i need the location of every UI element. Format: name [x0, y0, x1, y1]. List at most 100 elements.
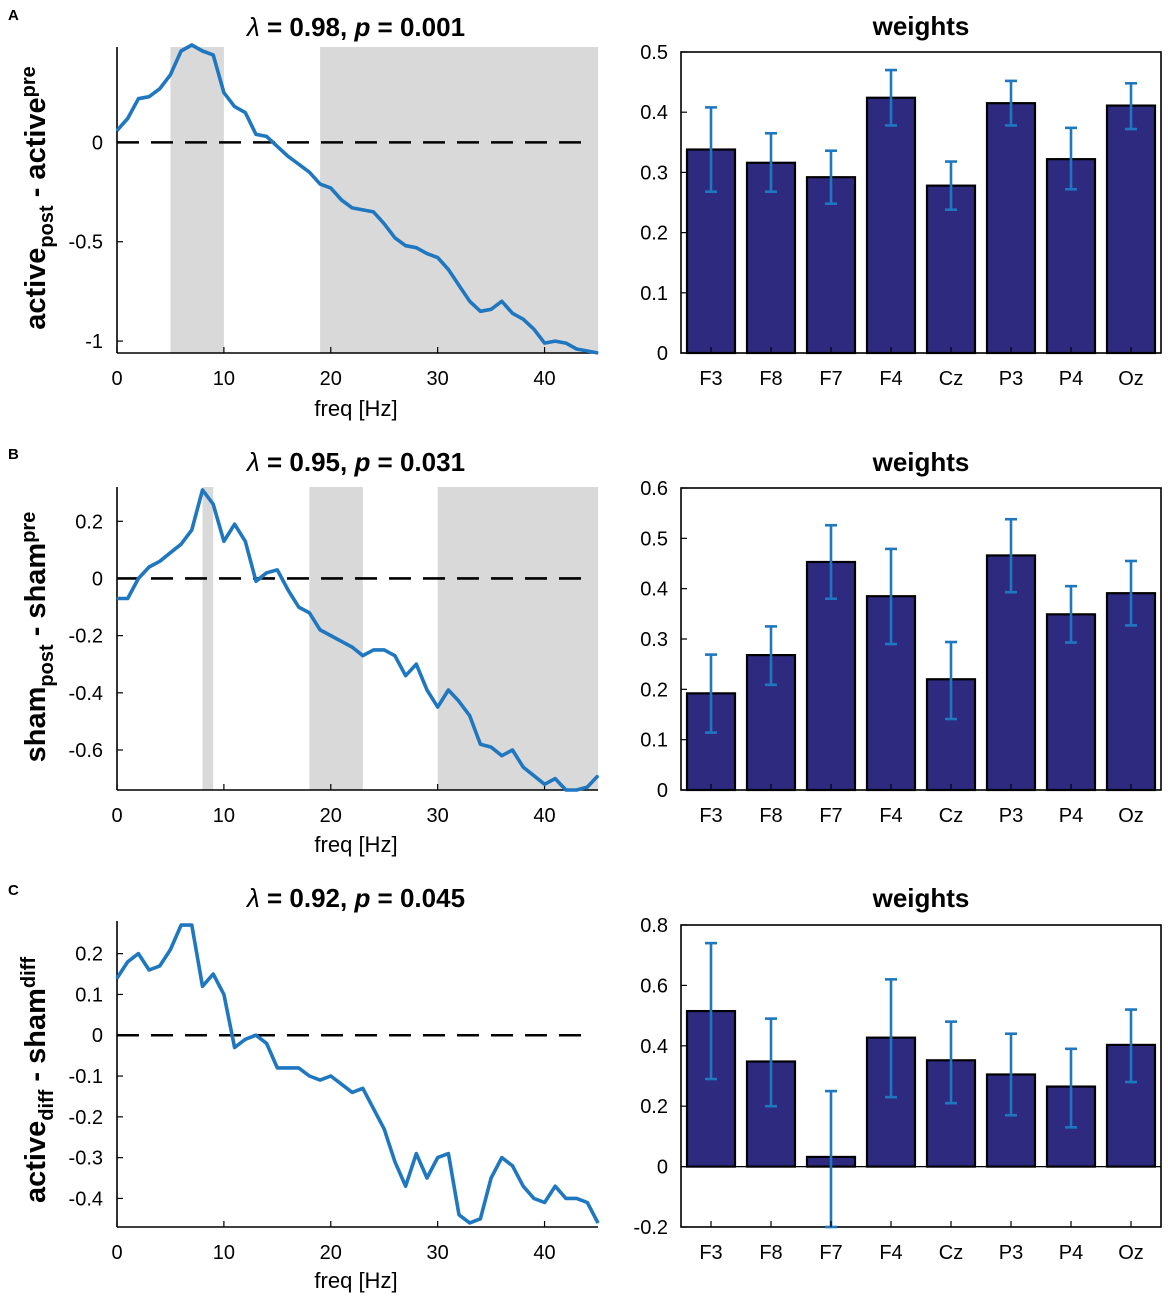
- line-chart-b-title: λ = 0.95, p = 0.031: [245, 447, 465, 477]
- data-point: [565, 789, 567, 791]
- x-tick-label: 0: [111, 368, 122, 390]
- y-tick-label: -0.4: [69, 683, 103, 705]
- x-tick-label: F4: [879, 1242, 902, 1264]
- data-point: [127, 961, 129, 963]
- series-line: [117, 488, 600, 792]
- data-point: [159, 88, 161, 90]
- data-point: [340, 1083, 343, 1085]
- series-line: [115, 923, 600, 1225]
- x-tick-label: 30: [427, 805, 449, 827]
- line-chart-b: λ = 0.95, p = 0.031 freq [Hz] shampost -…: [18, 447, 600, 857]
- data-point: [533, 1197, 535, 1200]
- data-point: [255, 580, 257, 582]
- data-point: [394, 655, 396, 657]
- y-tick-label: 0.2: [640, 223, 668, 245]
- x-tick-label: F8: [759, 805, 782, 827]
- data-point: [469, 1222, 471, 1224]
- data-point: [458, 1214, 460, 1216]
- y-tick-label: -0.1: [69, 1066, 103, 1088]
- data-point: [405, 245, 407, 247]
- title-lambda-value: = 0.98,: [260, 12, 355, 42]
- bar-chart-b-title: weights: [872, 447, 970, 477]
- y-tick-label: 0.4: [640, 579, 668, 601]
- plot-frame: [680, 51, 1162, 354]
- data-point: [287, 1067, 289, 1069]
- data-point: [212, 54, 214, 56]
- data-point: [437, 706, 439, 708]
- data-point: [340, 640, 343, 642]
- y-tick-label: 0.1: [75, 984, 103, 1006]
- x-tick-label: Oz: [1118, 1242, 1144, 1264]
- data-point: [565, 342, 567, 344]
- data-point: [383, 649, 385, 651]
- x-tick-label: 0: [111, 1242, 122, 1264]
- y-tick-label: 0: [92, 568, 103, 590]
- data-point: [340, 199, 343, 201]
- data-point: [116, 977, 118, 979]
- y-tick-label: 0: [657, 780, 668, 802]
- data-point: [437, 1157, 439, 1159]
- x-tick-label: F4: [879, 368, 902, 390]
- title-p-value: = 0.001: [370, 12, 465, 42]
- x-tick-label: Cz: [939, 368, 963, 390]
- x-tick-label: 40: [533, 368, 555, 390]
- lambda-symbol: λ: [245, 447, 260, 477]
- x-tick-label: 40: [533, 1242, 555, 1264]
- ylabel-a-sub: post: [36, 644, 58, 687]
- ylabel-b: active: [20, 97, 52, 179]
- data-point: [469, 300, 471, 302]
- title-lambda-value: = 0.92,: [260, 883, 355, 913]
- data-point: [201, 489, 204, 491]
- title-p-value: = 0.031: [370, 447, 465, 477]
- x-tick-label: 10: [213, 805, 235, 827]
- ylabel-a-sub: post: [36, 205, 58, 248]
- data-point: [447, 1152, 449, 1155]
- lambda-symbol: λ: [245, 883, 260, 913]
- data-point: [308, 1075, 310, 1077]
- data-point: [233, 1046, 236, 1049]
- line-chart-c-ylabel: activediff - shamdiff: [18, 957, 58, 1203]
- y-tick-label: 0.2: [640, 1096, 668, 1118]
- data-point: [426, 253, 428, 255]
- line-chart-a-ylabel: activepost - activepre: [18, 66, 58, 330]
- y-tick-label: -0.2: [69, 1107, 103, 1129]
- data-point: [405, 1185, 407, 1187]
- x-tick-label: P4: [1059, 1242, 1083, 1264]
- data-point: [266, 572, 268, 574]
- y-tick-label: -0.3: [69, 1148, 103, 1170]
- ylabel-b-sub: pre: [18, 66, 40, 97]
- data-point: [479, 1218, 482, 1220]
- data-point: [127, 117, 129, 120]
- data-point: [180, 50, 182, 52]
- line-chart-b-ylabel: shampost - shampre: [18, 512, 58, 763]
- x-tick-label: F4: [879, 805, 902, 827]
- data-point: [298, 163, 300, 165]
- data-point: [233, 106, 236, 108]
- ylabel-a: active: [20, 248, 52, 330]
- x-tick-label: Oz: [1118, 805, 1144, 827]
- y-tick-label: 0.2: [75, 511, 103, 533]
- significance-band: [170, 47, 224, 353]
- ylabel-a: sham: [20, 687, 52, 763]
- data-point: [127, 597, 129, 600]
- data-point: [458, 284, 460, 287]
- data-point: [244, 1038, 246, 1040]
- lambda-symbol: λ: [245, 12, 260, 42]
- significance-band: [437, 487, 598, 790]
- data-point: [223, 92, 225, 94]
- data-point: [597, 352, 599, 354]
- data-point: [169, 74, 172, 76]
- data-point: [394, 237, 396, 239]
- data-point: [372, 211, 375, 213]
- x-tick-label: 20: [320, 368, 342, 390]
- significance-band: [202, 487, 214, 790]
- y-tick-label: 0: [92, 1025, 103, 1047]
- y-tick-label: -0.5: [69, 232, 103, 254]
- ylabel-mid: -: [20, 619, 52, 645]
- x-tick-label: P3: [999, 1242, 1023, 1264]
- x-tick-label: F8: [759, 1242, 782, 1264]
- data-point: [554, 777, 556, 780]
- panel-label-c: C: [8, 882, 19, 899]
- data-point: [223, 540, 225, 542]
- bar: [805, 176, 857, 355]
